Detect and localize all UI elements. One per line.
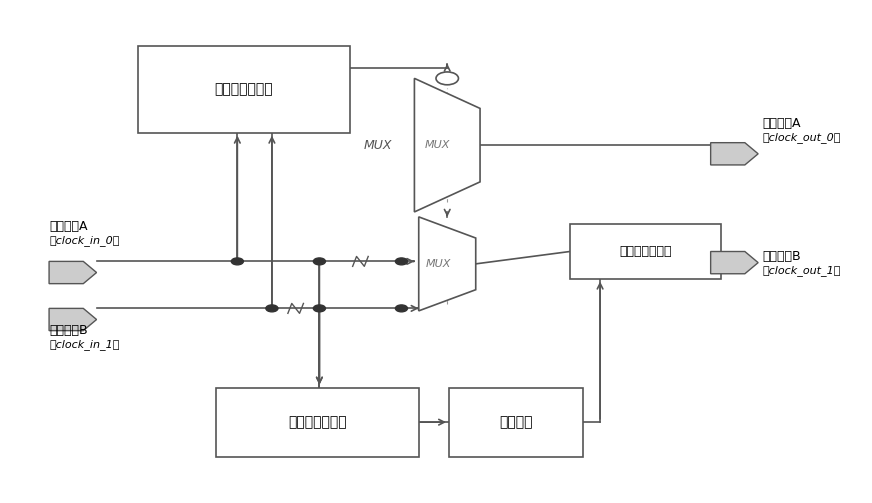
Bar bbox=[215, 387, 419, 457]
Text: 时钉输出A: 时钉输出A bbox=[762, 117, 801, 130]
Circle shape bbox=[313, 305, 325, 312]
Circle shape bbox=[231, 258, 243, 265]
Text: 时钉输入B: 时钉输入B bbox=[49, 324, 88, 337]
Polygon shape bbox=[711, 252, 758, 274]
Text: （clock_out_1）: （clock_out_1） bbox=[762, 265, 841, 276]
Circle shape bbox=[266, 305, 278, 312]
Polygon shape bbox=[49, 308, 97, 330]
Text: 转码电路: 转码电路 bbox=[499, 415, 533, 429]
Text: 可配置延时电路: 可配置延时电路 bbox=[619, 245, 671, 258]
Text: MUX: MUX bbox=[425, 140, 450, 150]
Circle shape bbox=[395, 305, 407, 312]
Bar bbox=[138, 46, 350, 133]
Text: MUX: MUX bbox=[426, 259, 452, 269]
Text: 时钉输出B: 时钉输出B bbox=[762, 250, 801, 263]
Text: 时钉输入A: 时钉输入A bbox=[49, 220, 87, 233]
Circle shape bbox=[313, 258, 325, 265]
Text: （clock_in_0）: （clock_in_0） bbox=[49, 235, 119, 246]
Text: （clock_out_0）: （clock_out_0） bbox=[762, 132, 841, 143]
Polygon shape bbox=[414, 78, 480, 212]
Text: 偏斜量检测模块: 偏斜量检测模块 bbox=[288, 415, 346, 429]
Bar bbox=[570, 224, 721, 279]
Polygon shape bbox=[419, 217, 476, 311]
Text: 早相位检测模块: 早相位检测模块 bbox=[215, 82, 273, 97]
Polygon shape bbox=[49, 262, 97, 284]
Text: （clock_in_1）: （clock_in_1） bbox=[49, 339, 119, 350]
Polygon shape bbox=[711, 143, 758, 165]
Text: MUX: MUX bbox=[364, 139, 392, 151]
Circle shape bbox=[395, 258, 407, 265]
Bar bbox=[449, 387, 582, 457]
